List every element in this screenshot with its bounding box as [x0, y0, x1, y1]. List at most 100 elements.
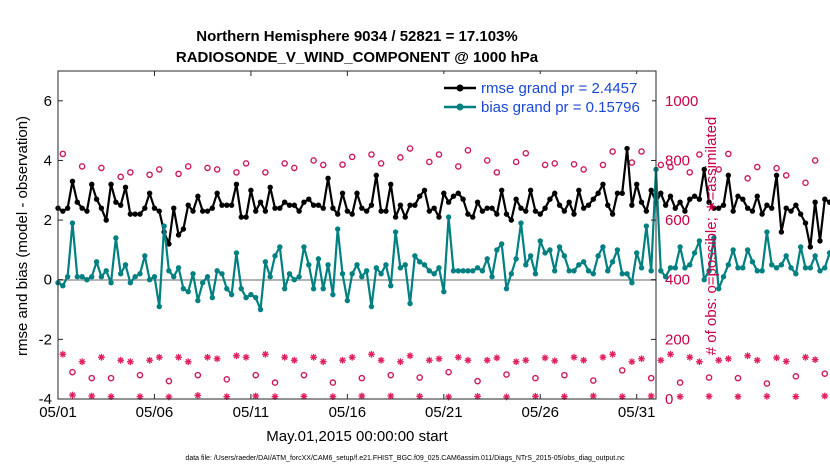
bias-point — [388, 282, 394, 289]
rmse-point — [103, 217, 109, 223]
obs-possible-point — [647, 374, 655, 382]
bias-point — [74, 274, 80, 280]
rmse-point — [711, 205, 717, 211]
bias-point — [797, 244, 804, 250]
bias-point — [802, 265, 809, 271]
obs-assimilated-point — [753, 356, 761, 364]
bias-point — [561, 253, 568, 259]
rmse-point — [315, 202, 322, 208]
obs-assimilated-point — [126, 358, 134, 366]
obs-assimilated-point — [734, 393, 742, 401]
rmse-point — [812, 199, 818, 205]
bias-point — [421, 262, 428, 268]
bias-point — [190, 271, 196, 277]
obs-possible-point — [204, 164, 211, 172]
bias-point — [759, 268, 765, 274]
rmse-point — [576, 187, 582, 193]
rmse-point — [749, 208, 756, 214]
rmse-point — [93, 196, 100, 202]
obs-possible-point — [811, 157, 819, 164]
rmse-point — [590, 196, 597, 202]
bias-point — [325, 262, 331, 268]
rmse-point — [498, 187, 505, 193]
legend-rmse-label: rmse grand pr = 2.4457 — [481, 80, 637, 97]
obs-possible-point — [705, 374, 713, 381]
bias-point — [378, 271, 384, 277]
rmse-point — [605, 202, 611, 208]
rmse-point — [701, 166, 707, 173]
obs-possible-point — [194, 371, 202, 379]
bias-point — [373, 265, 379, 271]
obs-assimilated-point — [512, 358, 520, 366]
x-tick-label: 05/11 — [233, 404, 269, 421]
obs-assimilated-point — [339, 356, 346, 364]
obs-assimilated-point — [599, 353, 607, 361]
bias-point — [93, 259, 100, 265]
rmse-point — [436, 214, 442, 220]
bias-point — [624, 271, 630, 277]
rmse-point — [296, 208, 302, 214]
bias-point — [286, 271, 293, 277]
obs-possible-point — [715, 166, 722, 173]
rmse-point — [281, 199, 288, 205]
obs-possible-point — [464, 147, 472, 154]
obs-possible-point — [368, 151, 375, 158]
rmse-point — [677, 199, 683, 205]
obs-possible-point — [532, 374, 539, 382]
bias-point — [590, 271, 597, 277]
rmse-point — [431, 205, 437, 211]
rmse-point — [638, 199, 645, 205]
legend: rmse grand pr = 2.4457 bias grand pr = 0… — [440, 74, 652, 118]
rmse-point — [262, 208, 269, 214]
rmse-point — [359, 205, 365, 211]
bias-point — [701, 277, 707, 283]
rmse-point — [416, 193, 423, 199]
bias-point — [175, 265, 182, 271]
rmse-point — [209, 205, 216, 211]
bias-point — [715, 285, 722, 292]
rmse-point — [137, 211, 143, 217]
bias-point — [117, 271, 124, 277]
obs-assimilated-point — [570, 353, 578, 361]
rmse-point — [682, 208, 688, 214]
obs-possible-point — [445, 368, 452, 376]
bias-point — [301, 244, 307, 250]
rmse-point — [79, 205, 85, 211]
obs-assimilated-point — [261, 350, 269, 358]
obs-assimilated-point — [416, 392, 424, 400]
bias-point — [484, 256, 490, 262]
rmse-point — [335, 211, 341, 217]
rmse-point — [648, 187, 654, 193]
bias-point — [542, 250, 548, 256]
rmse-point — [108, 181, 114, 188]
rmse-point — [257, 199, 264, 205]
rmse-point — [537, 211, 543, 217]
rmse-point — [793, 202, 799, 208]
rmse-point — [595, 190, 601, 196]
y-right-tick-label: 0 — [665, 391, 673, 408]
obs-possible-point — [667, 163, 674, 171]
obs-possible-point — [319, 161, 327, 169]
obs-assimilated-point — [483, 356, 491, 364]
y-right-tick-label: 1000 — [665, 93, 698, 110]
bias-point — [662, 274, 669, 280]
rmse-point — [609, 211, 616, 217]
obs-possible-point — [426, 158, 433, 166]
bias-point — [450, 268, 457, 274]
rmse-point — [735, 193, 741, 199]
obs-assimilated-point — [194, 392, 202, 399]
rmse-point — [518, 205, 524, 211]
bias-point — [132, 274, 138, 280]
obs-possible-point — [483, 157, 491, 164]
bias-point — [764, 229, 770, 235]
obs-possible-point — [570, 161, 578, 168]
obs-possible-point — [753, 163, 761, 171]
bias-point — [494, 247, 500, 253]
obs-assimilated-point — [59, 350, 67, 358]
bias-point — [344, 297, 351, 304]
obs-assimilated-point — [773, 354, 780, 362]
y-axis-label-right: # of obs: o=possible; ∗=assimilated — [703, 117, 720, 356]
rmse-point — [98, 205, 105, 211]
rmse-point — [672, 205, 678, 211]
